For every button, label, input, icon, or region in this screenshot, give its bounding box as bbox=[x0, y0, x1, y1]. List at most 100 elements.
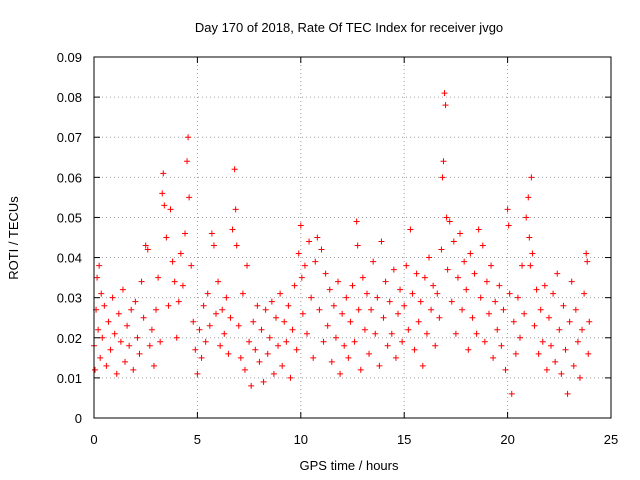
data-point bbox=[500, 306, 507, 313]
data-point bbox=[339, 310, 346, 317]
data-point bbox=[320, 338, 327, 345]
data-point bbox=[368, 306, 375, 313]
data-point bbox=[175, 298, 182, 305]
data-point bbox=[494, 326, 501, 333]
data-point bbox=[531, 322, 538, 329]
data-point bbox=[328, 358, 335, 365]
data-point bbox=[206, 322, 213, 329]
data-point bbox=[256, 358, 263, 365]
x-tick-label: 25 bbox=[604, 432, 618, 447]
data-point bbox=[231, 166, 238, 173]
data-point bbox=[244, 262, 251, 269]
data-point bbox=[354, 242, 361, 249]
data-point bbox=[386, 298, 393, 305]
data-point bbox=[359, 274, 366, 281]
data-point bbox=[122, 358, 129, 365]
data-point bbox=[517, 334, 524, 341]
data-point bbox=[144, 246, 151, 253]
data-point bbox=[266, 334, 273, 341]
data-point bbox=[161, 202, 168, 209]
data-point bbox=[140, 314, 147, 321]
data-point bbox=[376, 362, 383, 369]
data-point bbox=[572, 306, 579, 313]
data-point bbox=[477, 294, 484, 301]
data-point bbox=[335, 278, 342, 285]
x-tick-label: 20 bbox=[500, 432, 514, 447]
data-point bbox=[177, 250, 184, 257]
data-point bbox=[215, 278, 222, 285]
data-point bbox=[119, 286, 126, 293]
y-tick-label: 0.05 bbox=[57, 210, 82, 225]
data-point bbox=[583, 250, 590, 257]
y-tick-label: 0.04 bbox=[57, 251, 82, 266]
data-point bbox=[130, 366, 137, 373]
data-point bbox=[262, 306, 269, 313]
data-point bbox=[97, 354, 104, 361]
data-point bbox=[128, 306, 135, 313]
data-point bbox=[254, 302, 261, 309]
data-point bbox=[552, 358, 559, 365]
data-point bbox=[298, 274, 305, 281]
data-point bbox=[574, 338, 581, 345]
data-point bbox=[314, 234, 321, 241]
data-point bbox=[306, 238, 313, 245]
x-tick-label: 0 bbox=[90, 432, 97, 447]
x-tick-label: 5 bbox=[194, 432, 201, 447]
data-point bbox=[250, 318, 257, 325]
data-point bbox=[423, 330, 430, 337]
data-point bbox=[275, 342, 282, 349]
data-point bbox=[248, 382, 255, 389]
data-point bbox=[473, 330, 480, 337]
data-point bbox=[550, 290, 557, 297]
data-point bbox=[479, 242, 486, 249]
data-point bbox=[514, 294, 521, 301]
data-point bbox=[461, 258, 468, 265]
data-point bbox=[508, 390, 515, 397]
data-point bbox=[496, 282, 503, 289]
data-point bbox=[301, 262, 308, 269]
data-point bbox=[465, 346, 472, 353]
data-point bbox=[560, 302, 567, 309]
data-point bbox=[289, 326, 296, 333]
data-point bbox=[444, 266, 451, 273]
data-point bbox=[527, 262, 534, 269]
chart-title: Day 170 of 2018, Rate Of TEC Index for r… bbox=[195, 20, 503, 35]
data-point bbox=[366, 350, 373, 357]
data-point bbox=[586, 318, 593, 325]
data-point bbox=[543, 366, 550, 373]
data-point bbox=[442, 102, 449, 109]
data-point bbox=[568, 278, 575, 285]
data-point bbox=[160, 170, 167, 177]
data-point bbox=[198, 354, 205, 361]
data-point bbox=[94, 274, 101, 281]
data-point bbox=[443, 214, 450, 221]
data-point bbox=[378, 238, 385, 245]
data-point bbox=[526, 234, 533, 241]
data-point bbox=[535, 350, 542, 357]
data-point bbox=[452, 330, 459, 337]
data-point bbox=[184, 158, 191, 165]
data-point bbox=[355, 306, 362, 313]
data-point bbox=[421, 274, 428, 281]
data-point bbox=[584, 258, 591, 265]
data-point bbox=[217, 342, 224, 349]
data-point bbox=[204, 290, 211, 297]
data-point bbox=[318, 246, 325, 253]
data-point bbox=[312, 258, 319, 265]
data-point bbox=[117, 338, 124, 345]
data-point bbox=[434, 290, 441, 297]
data-point bbox=[537, 306, 544, 313]
data-point bbox=[299, 310, 306, 317]
data-point bbox=[173, 334, 180, 341]
data-point bbox=[322, 270, 329, 277]
data-point bbox=[96, 262, 103, 269]
x-tick-label: 10 bbox=[294, 432, 308, 447]
data-point bbox=[556, 326, 563, 333]
data-point bbox=[397, 286, 404, 293]
data-point bbox=[260, 378, 267, 385]
data-point bbox=[446, 218, 453, 225]
data-point bbox=[330, 302, 337, 309]
data-point bbox=[411, 346, 418, 353]
data-point bbox=[407, 226, 414, 233]
